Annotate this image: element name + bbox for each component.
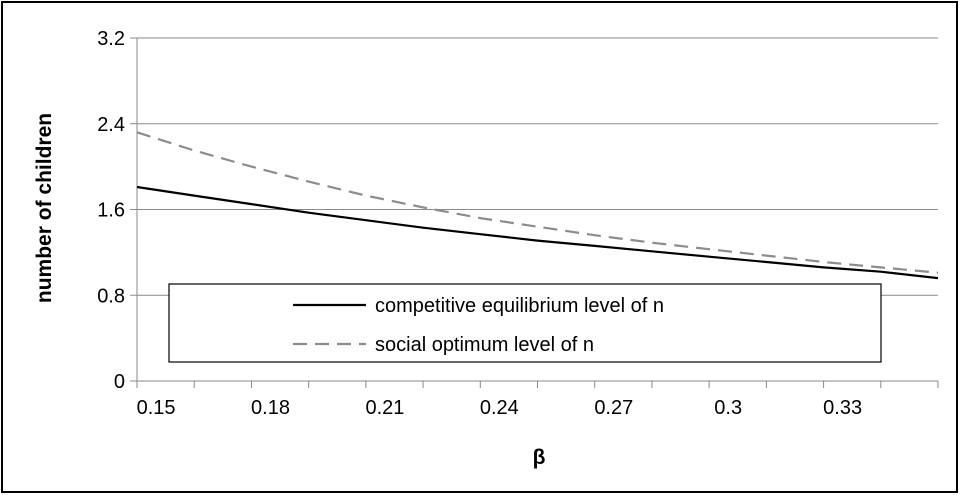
y-tick-label: 0.8 [97,285,125,307]
series-line-competitive [136,185,939,280]
axes [130,37,939,388]
y-tick-label: 3.2 [97,28,125,50]
x-tick-label: 0.21 [365,397,404,419]
x-tick-label: 0.24 [480,397,519,419]
x-tick-label: 0.27 [594,397,633,419]
x-tick-label: 0.15 [137,397,176,419]
series-line-social [136,131,939,274]
legend-label-competitive: competitive equilibrium level of n [375,295,664,317]
x-tick-label: 0.33 [823,397,862,419]
y-tick-label: 1.6 [97,200,125,222]
y-tick-label: 2.4 [97,114,125,136]
legend-box [168,283,882,363]
legend: competitive equilibrium level of n socia… [168,283,882,363]
series-lines [136,131,939,280]
gridlines [137,37,938,296]
legend-label-social: social optimum level of n [375,334,594,356]
x-tick-label: 0.18 [251,397,290,419]
y-tick-label: 0 [114,371,125,393]
y-axis-title: number of children [33,113,56,303]
y-tick-labels: 0 0.8 1.6 2.4 3.2 [97,28,125,393]
x-tick-labels: 0.15 0.18 0.21 0.24 0.27 0.3 0.33 [137,397,863,419]
x-axis-title: β [533,446,546,469]
x-tick-label: 0.3 [714,397,742,419]
line-chart: 0 0.8 1.6 2.4 3.2 0.15 0.18 0.21 0.24 0.27 0.3 0.3… [33,28,939,469]
